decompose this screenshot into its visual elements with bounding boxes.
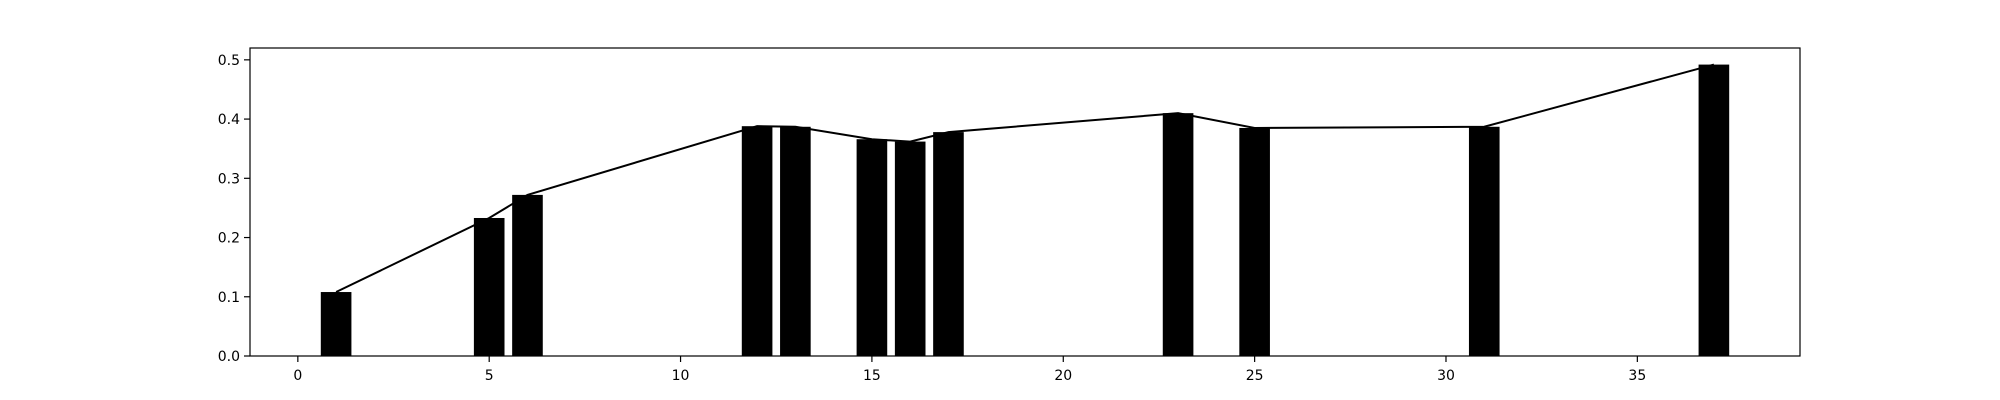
y-tick-label: 0.1 bbox=[218, 290, 240, 306]
x-tick-label: 20 bbox=[1054, 368, 1072, 384]
line-layer bbox=[335, 63, 1715, 293]
bar bbox=[741, 126, 773, 356]
bar bbox=[320, 292, 352, 356]
bar bbox=[856, 139, 888, 356]
bar bbox=[1162, 113, 1194, 357]
x-axis: 0 5 10 15 20 25 30 35 bbox=[293, 356, 1646, 384]
x-tick-label: 15 bbox=[863, 368, 881, 384]
y-tick-label: 0.3 bbox=[218, 171, 240, 187]
y-tick-label: 0.4 bbox=[218, 112, 240, 128]
bar bbox=[512, 194, 543, 356]
x-tick-label: 0 bbox=[293, 368, 302, 384]
x-tick-label: 30 bbox=[1437, 368, 1455, 384]
bar bbox=[894, 141, 926, 356]
bar bbox=[780, 126, 811, 357]
y-tick-label: 0.0 bbox=[218, 349, 240, 365]
y-tick-label: 0.5 bbox=[218, 53, 240, 69]
plot-frame bbox=[249, 47, 1801, 357]
bar bbox=[1698, 64, 1730, 356]
bar bbox=[1239, 127, 1270, 356]
series-line bbox=[335, 63, 1715, 293]
x-tick-label: 25 bbox=[1246, 368, 1264, 384]
bars-layer bbox=[320, 64, 1730, 357]
x-tick-label: 5 bbox=[485, 368, 494, 384]
x-tick-label: 10 bbox=[672, 368, 690, 384]
y-tick-label: 0.2 bbox=[218, 231, 240, 247]
y-axis: 0.0 0.1 0.2 0.3 0.4 0.5 bbox=[218, 53, 250, 365]
bar bbox=[473, 217, 505, 356]
bar bbox=[933, 132, 964, 356]
x-tick-label: 35 bbox=[1628, 368, 1646, 384]
bar bbox=[1468, 126, 1500, 357]
